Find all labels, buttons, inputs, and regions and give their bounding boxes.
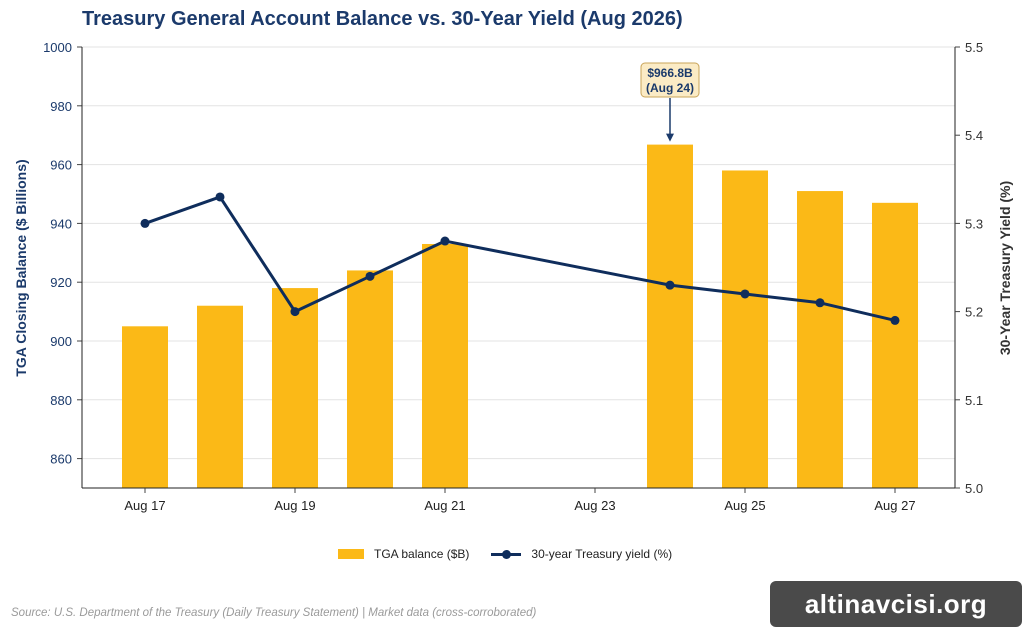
y2-tick-label: 5.5 bbox=[965, 40, 983, 55]
chart-title: Treasury General Account Balance vs. 30-… bbox=[82, 8, 683, 30]
point-yield bbox=[440, 236, 450, 246]
y2-tick-label: 5.1 bbox=[965, 393, 983, 408]
y-tick-label: 860 bbox=[50, 452, 72, 467]
annotation-arrow-head bbox=[666, 133, 674, 142]
x-tick-label: Aug 21 bbox=[424, 498, 465, 513]
point-yield bbox=[215, 192, 225, 202]
bar-tga bbox=[722, 170, 768, 489]
y2-axis-title: 30-Year Treasury Yield (%) bbox=[997, 181, 1013, 355]
x-tick-label: Aug 17 bbox=[124, 498, 165, 513]
x-tick-label: Aug 27 bbox=[874, 498, 915, 513]
bar-tga bbox=[647, 144, 693, 488]
y-tick-label: 900 bbox=[50, 334, 72, 349]
y2-tick-label: 5.4 bbox=[965, 128, 983, 143]
y-axis-title: TGA Closing Balance ($ Billions) bbox=[13, 159, 29, 376]
legend-label-yield: 30-year Treasury yield (%) bbox=[531, 547, 673, 561]
y-tick-label: 980 bbox=[50, 99, 72, 114]
point-yield bbox=[890, 315, 900, 325]
point-yield bbox=[365, 271, 375, 281]
legend-line-swatch bbox=[491, 549, 522, 559]
x-tick-label: Aug 19 bbox=[274, 498, 315, 513]
point-yield bbox=[815, 298, 825, 308]
point-yield bbox=[740, 289, 750, 299]
legend-item-tga: TGA balance ($B) bbox=[338, 547, 469, 561]
legend-label-tga: TGA balance ($B) bbox=[374, 547, 470, 561]
y2-tick-label: 5.2 bbox=[965, 305, 983, 320]
y2-tick-label: 5.3 bbox=[965, 216, 983, 231]
annotation-label: $966.8B bbox=[647, 66, 693, 80]
bar-tga bbox=[122, 326, 168, 488]
y-tick-label: 960 bbox=[50, 158, 72, 173]
x-tick-label: Aug 25 bbox=[724, 498, 765, 513]
y-tick-label: 920 bbox=[50, 275, 72, 290]
series-line-yield bbox=[144, 195, 896, 322]
y2-tick-label: 5.0 bbox=[965, 481, 983, 496]
bar-tga bbox=[272, 288, 318, 488]
bar-tga bbox=[422, 243, 468, 488]
bar-tga bbox=[797, 191, 843, 488]
y-tick-label: 940 bbox=[50, 216, 72, 231]
annotation-sublabel: (Aug 24) bbox=[646, 81, 694, 95]
annotation-box bbox=[640, 62, 700, 98]
point-yield bbox=[665, 280, 675, 290]
bar-tga bbox=[872, 202, 918, 488]
legend-item-yield: 30-year Treasury yield (%) bbox=[491, 547, 672, 561]
point-yield bbox=[290, 307, 300, 317]
point-yield bbox=[140, 218, 150, 228]
y-tick-label: 880 bbox=[50, 393, 72, 408]
x-tick-label: Aug 23 bbox=[574, 498, 615, 513]
source-note: Source: U.S. Department of the Treasury … bbox=[11, 607, 537, 619]
bar-tga bbox=[347, 270, 393, 488]
legend: TGA balance ($B) 30-year Treasury yield … bbox=[338, 545, 694, 563]
legend-bar-swatch bbox=[338, 549, 364, 559]
bar-tga bbox=[197, 305, 243, 488]
y-tick-label: 1000 bbox=[43, 40, 72, 55]
watermark-logo: altinavcisi.org bbox=[770, 581, 1022, 627]
